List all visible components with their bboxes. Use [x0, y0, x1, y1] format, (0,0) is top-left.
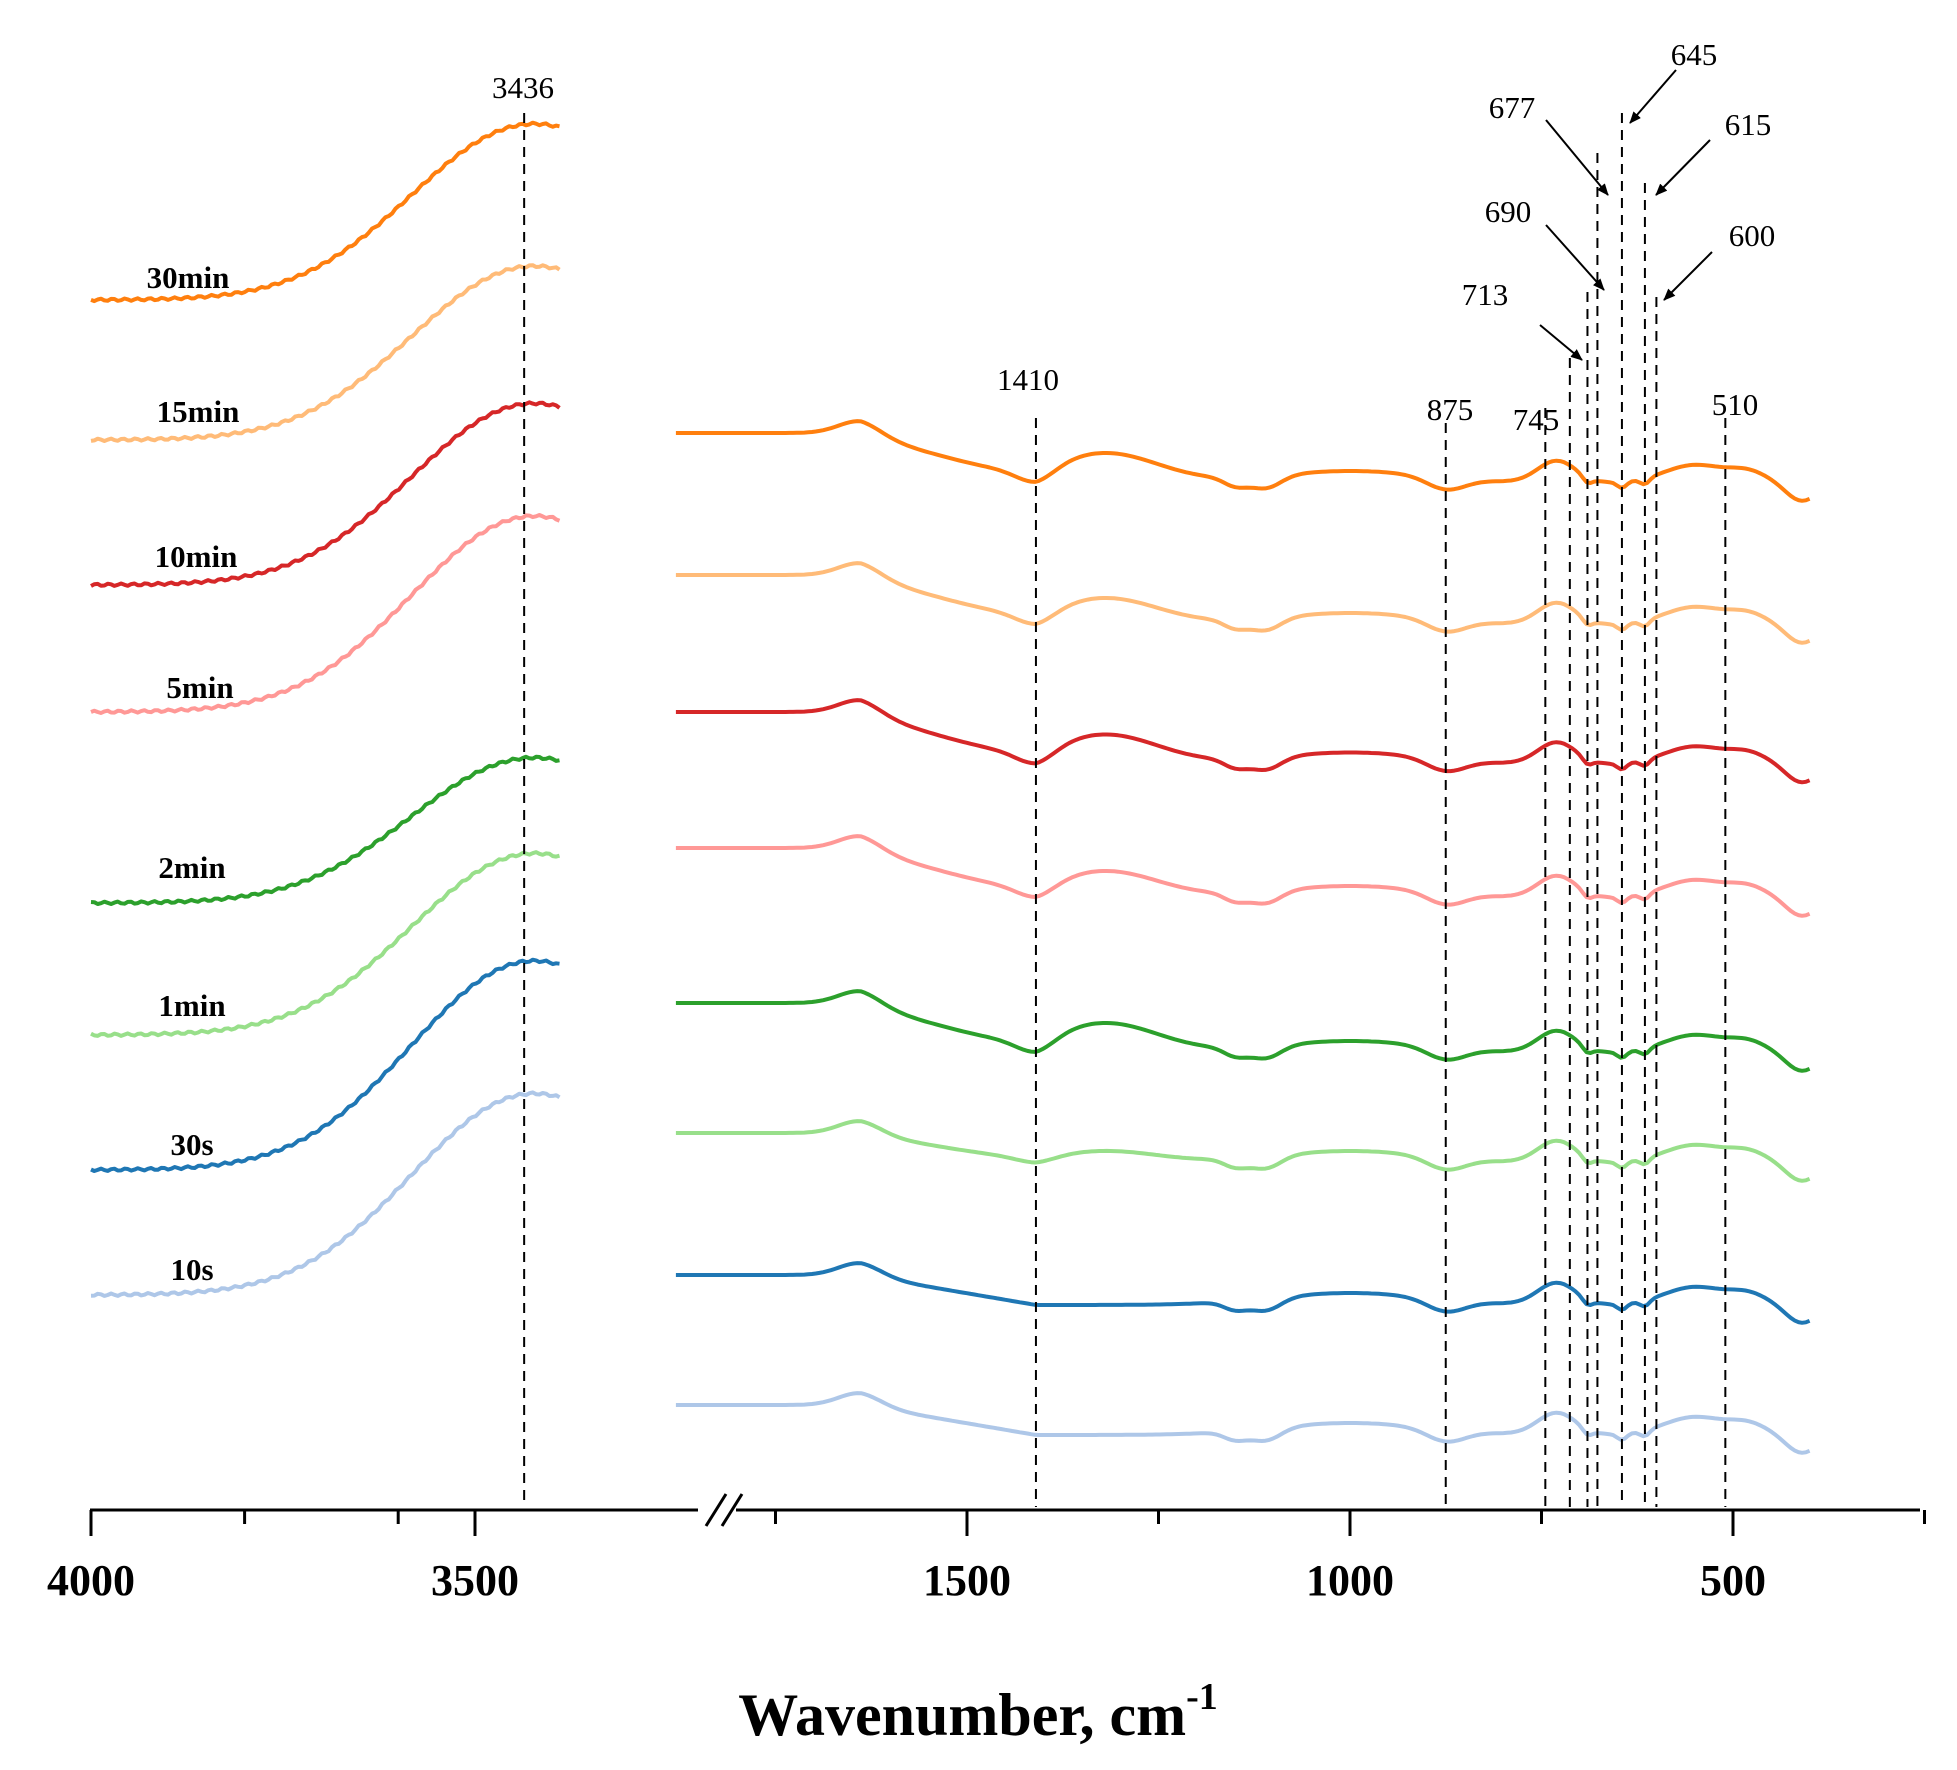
tick-label-500: 500 — [1700, 1556, 1766, 1605]
annotation-arrow-713 — [1539, 324, 1583, 361]
series-line-10s-oh-region — [90, 1090, 561, 1298]
axis-break-mark-2 — [720, 1493, 744, 1527]
annotation-label-677: 677 — [1489, 90, 1536, 125]
annotation-label-1410: 1410 — [997, 362, 1059, 397]
series-line-30min-fingerprint-region — [675, 419, 1811, 503]
annotation-arrow-615 — [1655, 139, 1711, 196]
tick-label-4000: 4000 — [47, 1556, 135, 1605]
series-line-15min-fingerprint-region — [675, 561, 1811, 645]
annotation-label-600: 600 — [1729, 218, 1776, 253]
annotation-arrow-645 — [1629, 69, 1677, 124]
series-line-30s-fingerprint-region — [675, 1261, 1811, 1325]
annotation-label-690: 690 — [1485, 194, 1532, 229]
series-line-2min-fingerprint-region — [675, 989, 1811, 1073]
annotation-label-875: 875 — [1427, 392, 1474, 427]
annotation-label-745: 745 — [1513, 402, 1560, 437]
series-layer — [90, 120, 1811, 1455]
series-line-30s-oh-region — [90, 957, 560, 1173]
series-label-10min: 10min — [155, 539, 238, 574]
series-line-1min-fingerprint-region — [675, 1119, 1811, 1183]
series-label-10s: 10s — [170, 1252, 213, 1287]
tick-label-3500: 3500 — [431, 1556, 519, 1605]
series-label-layer: 30min 15min 10min 5min 2min 1min 30s 10s — [147, 260, 240, 1287]
series-line-30min-oh-region — [90, 120, 560, 304]
series-label-2min: 2min — [158, 850, 225, 885]
tick-label-1500: 1500 — [923, 1556, 1011, 1605]
annotation-label-713: 713 — [1462, 277, 1509, 312]
series-label-1min: 1min — [158, 988, 225, 1023]
series-line-5min-oh-region — [90, 513, 561, 715]
annotation-arrow-677 — [1545, 119, 1609, 196]
series-line-5min-fingerprint-region — [675, 834, 1811, 918]
annotation-arrow-600 — [1663, 251, 1713, 301]
series-line-10min-oh-region — [90, 400, 561, 588]
axis-break-mark-1 — [704, 1493, 728, 1527]
series-label-30s: 30s — [170, 1127, 213, 1162]
series-label-30min: 30min — [147, 260, 230, 295]
series-line-15min-oh-region — [90, 263, 561, 443]
series-line-10min-fingerprint-region — [675, 698, 1811, 785]
series-line-10s-fingerprint-region — [675, 1391, 1811, 1455]
series-label-5min: 5min — [166, 670, 233, 705]
annotation-arrow-690 — [1545, 224, 1605, 291]
annotation-label-510: 510 — [1712, 387, 1759, 422]
x-axis: 4000 3500 1500 1000 500 — [47, 1493, 1926, 1605]
series-line-1min-oh-region — [90, 850, 561, 1038]
series-label-15min: 15min — [157, 394, 240, 429]
series-line-2min-oh-region — [90, 754, 560, 906]
annotation-label-615: 615 — [1725, 107, 1772, 142]
tick-label-1000: 1000 — [1306, 1556, 1394, 1605]
annotation-label-645: 645 — [1671, 37, 1718, 72]
x-axis-title: Wavenumber, cm-1 — [738, 1676, 1217, 1748]
annotation-label-3436: 3436 — [492, 70, 554, 105]
